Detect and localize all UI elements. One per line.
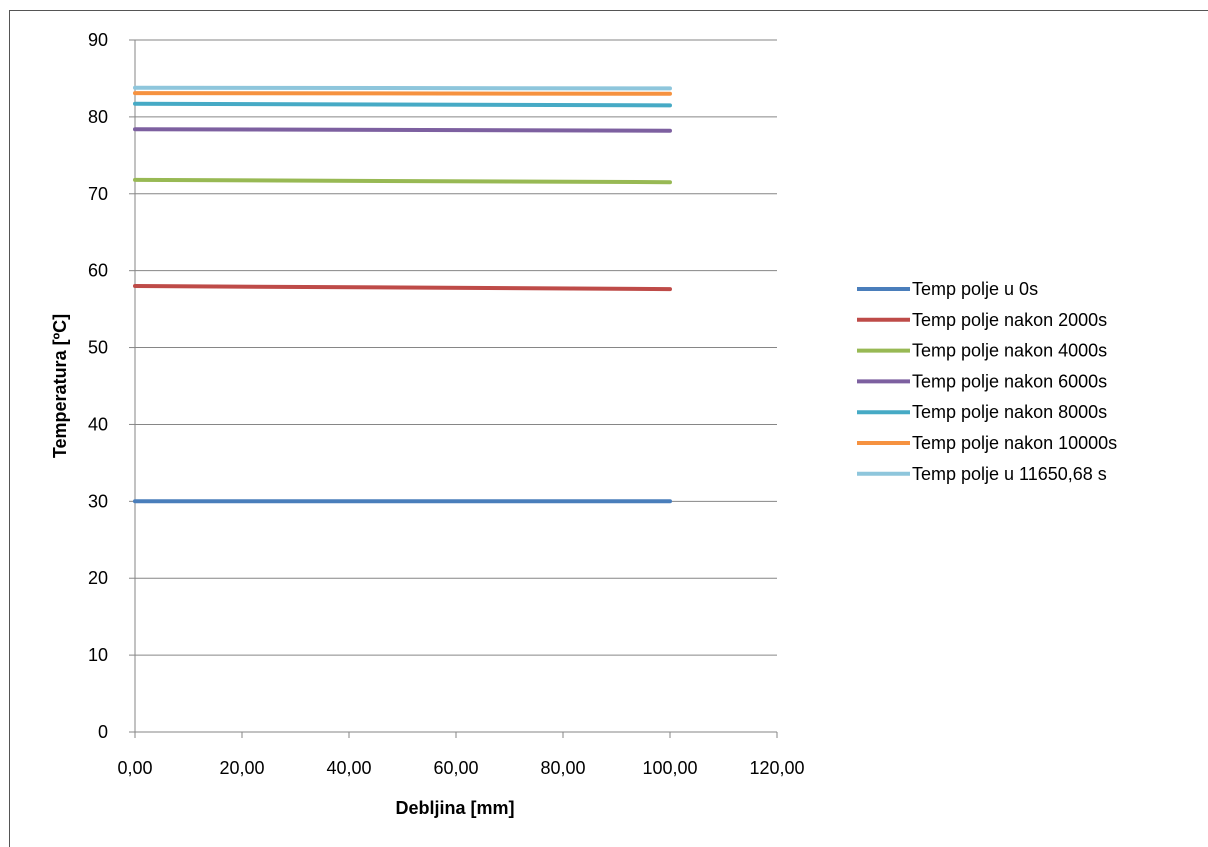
series-line <box>133 284 672 292</box>
legend-label: Temp polje nakon 2000s <box>912 310 1107 330</box>
y-axis-label: Temperatura [ºC] <box>50 314 70 458</box>
y-tick-label: 60 <box>88 261 108 281</box>
legend-label: Temp polje nakon 4000s <box>912 341 1107 361</box>
legend-label: Temp polje nakon 6000s <box>912 371 1107 391</box>
y-tick-label: 90 <box>88 30 108 50</box>
x-axis-label: Debljina [mm] <box>395 798 514 818</box>
series-line <box>133 91 672 96</box>
series-line <box>133 127 672 133</box>
series-line <box>133 85 672 91</box>
legend-label: Temp polje nakon 8000s <box>912 402 1107 422</box>
x-tick-label: 80,00 <box>540 758 585 778</box>
axes <box>129 39 778 738</box>
x-tick-label: 120,00 <box>749 758 804 778</box>
series-line <box>133 101 672 108</box>
legend-label: Temp polje nakon 10000s <box>912 433 1117 453</box>
y-tick-label: 80 <box>88 107 108 127</box>
y-tick-label: 0 <box>98 722 108 742</box>
x-tick-label: 100,00 <box>642 758 697 778</box>
y-tick-label: 40 <box>88 414 108 434</box>
legend-label: Temp polje u 0s <box>912 279 1038 299</box>
legend: Temp polje u 0s Temp polje nakon 2000s Tem… <box>857 279 1117 484</box>
x-tick-labels: 0,00 20,00 40,00 60,00 80,00 100,00 120,00 <box>117 758 804 778</box>
chart-frame <box>9 10 1208 847</box>
series-lines <box>133 85 672 504</box>
y-tick-label: 20 <box>88 568 108 588</box>
y-tick-label: 70 <box>88 184 108 204</box>
y-tick-label: 30 <box>88 491 108 511</box>
x-tick-label: 40,00 <box>326 758 371 778</box>
grid <box>135 39 777 656</box>
x-tick-label: 20,00 <box>219 758 264 778</box>
y-tick-label: 10 <box>88 645 108 665</box>
y-tick-labels: 0 10 20 30 40 50 60 70 80 90 <box>88 30 108 742</box>
legend-label: Temp polje u 11650,68 s <box>912 464 1107 484</box>
y-tick-label: 50 <box>88 338 108 358</box>
x-tick-label: 60,00 <box>433 758 478 778</box>
series-line <box>133 177 672 185</box>
x-tick-label: 0,00 <box>117 758 152 778</box>
